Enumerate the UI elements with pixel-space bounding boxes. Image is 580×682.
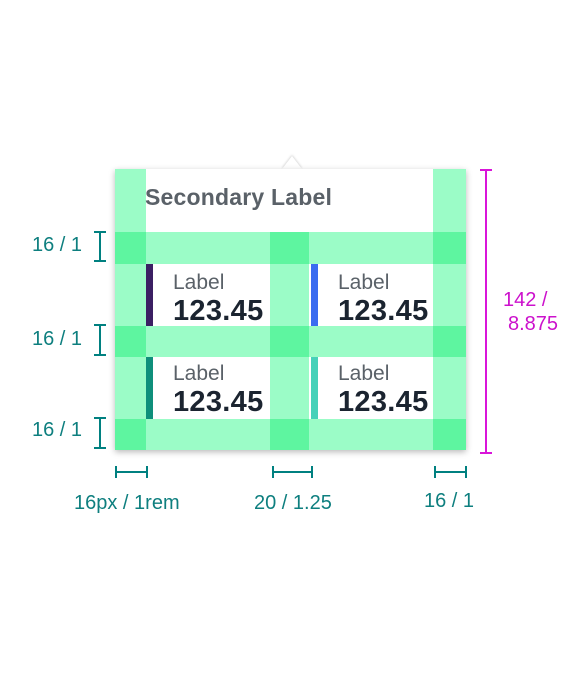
overlay-intersection	[115, 419, 146, 450]
left-padding-label: 16px / 1rem	[74, 492, 180, 514]
item-value: 123.45	[173, 386, 264, 418]
overlay-intersection	[115, 326, 146, 357]
item-color-bar	[146, 264, 153, 326]
item-color-bar	[146, 357, 153, 419]
height-label-px: 142 /	[503, 289, 548, 311]
overlay-intersection	[433, 419, 466, 450]
item-label: Label	[173, 362, 225, 385]
item-color-bar	[311, 264, 318, 326]
right-padding-overlay	[433, 169, 466, 450]
item-value: 123.45	[338, 386, 429, 418]
overlay-intersection	[433, 326, 466, 357]
item-color-bar	[311, 357, 318, 419]
item-label: Label	[173, 271, 225, 294]
right-padding-label: 16 / 1	[424, 490, 475, 512]
secondary-label: Secondary Label	[145, 184, 333, 210]
overlay-intersection	[433, 232, 466, 264]
overlay-intersection	[115, 232, 146, 264]
overlay-intersection	[270, 232, 309, 264]
item-value: 123.45	[338, 295, 429, 327]
overlay-intersection	[270, 326, 309, 357]
row-gap-label-3: 16 / 1	[32, 419, 83, 441]
item-label: Label	[338, 362, 390, 385]
overlay-intersection	[270, 419, 309, 450]
left-padding-overlay	[115, 169, 146, 450]
row-gap-label-1: 16 / 1	[32, 234, 83, 256]
row-gap-label-2: 16 / 1	[32, 328, 83, 350]
item-label: Label	[338, 271, 390, 294]
tooltip-caret	[282, 156, 302, 169]
item-value: 123.45	[173, 295, 264, 327]
height-label-rem: 8.875	[508, 313, 559, 335]
column-gap-label: 20 / 1.25	[254, 492, 332, 514]
